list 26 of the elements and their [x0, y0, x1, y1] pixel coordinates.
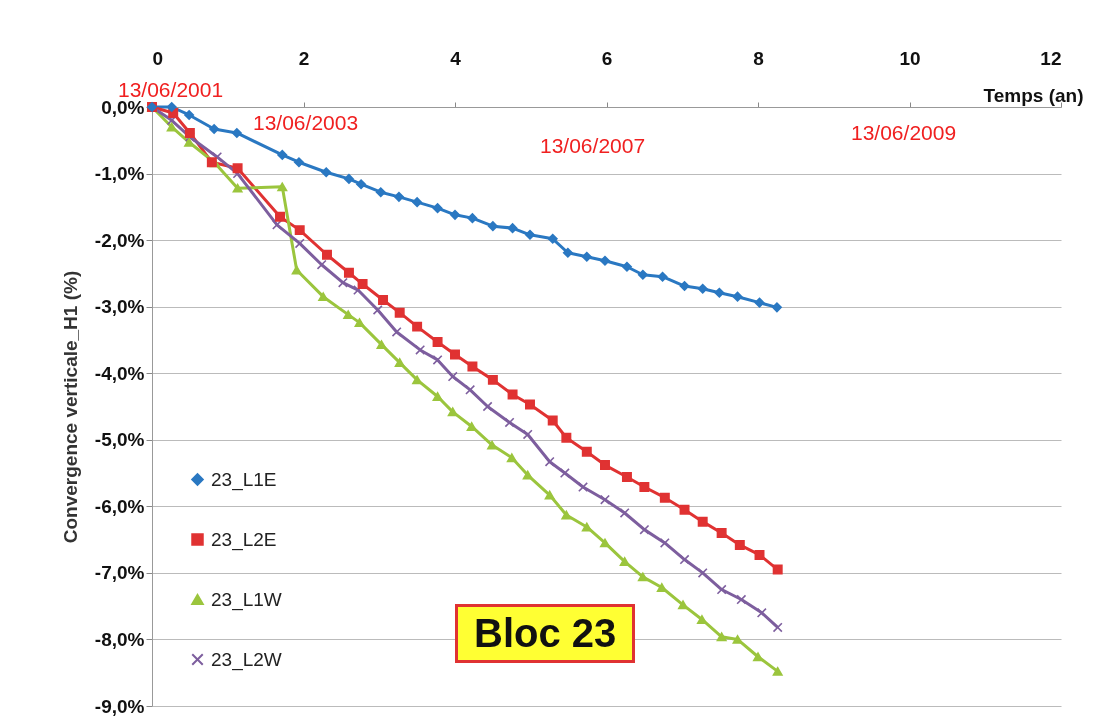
y-tick-label: -6,0% [94, 495, 145, 517]
x-tick-label: 8 [753, 47, 764, 69]
y-tick-label: -1,0% [94, 163, 145, 185]
legend-label: 23_L2W [211, 648, 282, 671]
legend-label: 23_L1E [211, 468, 277, 491]
x-tick-label: 2 [298, 47, 310, 69]
x-tick-label: 6 [601, 47, 613, 69]
x-tick-label: 10 [899, 47, 921, 69]
annotation: 13/06/2007 [540, 134, 646, 158]
y-tick-label: -4,0% [94, 362, 145, 384]
annotation: 13/06/2003 [253, 111, 359, 135]
x-tick-label: 4 [450, 47, 462, 69]
annotation: 13/06/2009 [851, 121, 957, 145]
y-tick-label: -8,0% [94, 628, 145, 650]
x-axis-title: Temps (an) [983, 84, 1084, 106]
y-tick-label: -2,0% [94, 229, 145, 251]
y-tick-label: -3,0% [94, 296, 145, 318]
legend-label: 23_L2E [211, 528, 277, 551]
x-tick-label: 0 [152, 47, 164, 69]
legend-label: 23_L1W [211, 588, 282, 611]
annotation: Bloc 23 [455, 604, 636, 663]
y-axis-title: Convergence verticale_H1 (%) [59, 270, 81, 544]
y-tick-label: -9,0% [94, 695, 145, 717]
y-tick-label: -7,0% [94, 562, 145, 584]
y-tick-label: -5,0% [94, 429, 145, 451]
x-tick-label: 12 [1040, 47, 1062, 69]
